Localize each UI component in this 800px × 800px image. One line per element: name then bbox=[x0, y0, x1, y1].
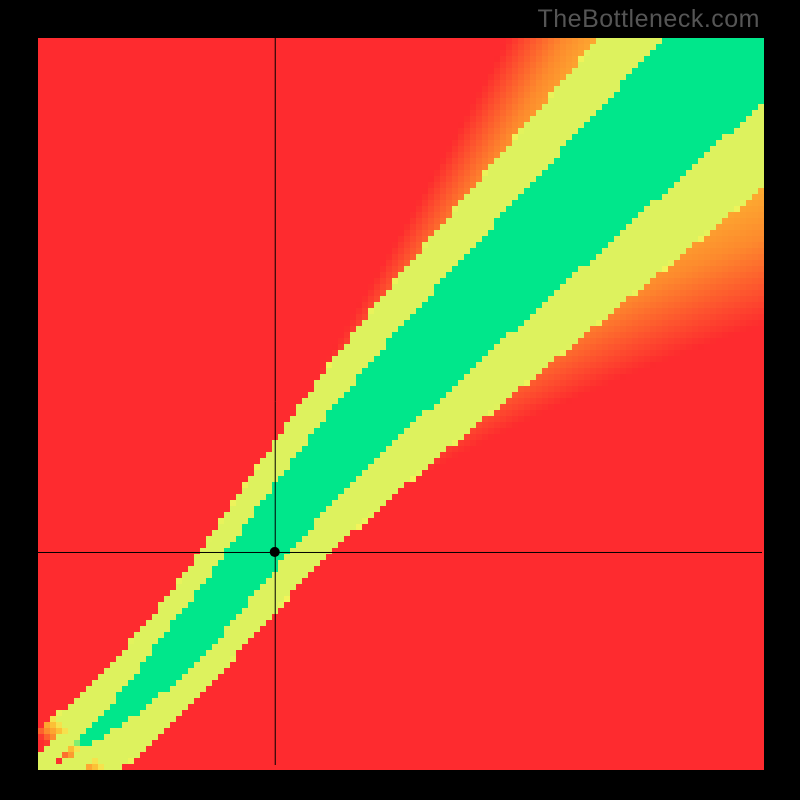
bottleneck-heatmap bbox=[0, 0, 800, 800]
watermark-text: TheBottleneck.com bbox=[538, 5, 761, 34]
